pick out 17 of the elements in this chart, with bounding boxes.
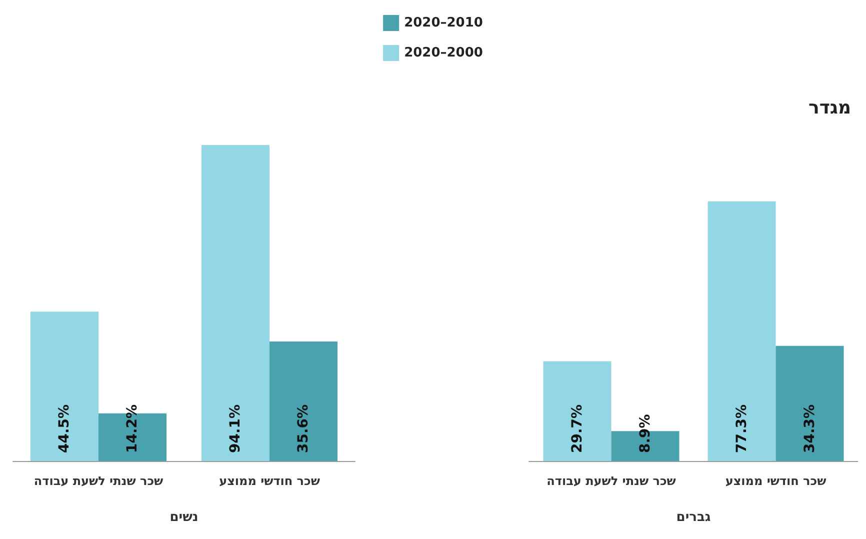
legend-label: 2020–2010 (404, 16, 483, 30)
data-label: 44.5% (56, 404, 72, 453)
text: נשים (170, 510, 198, 525)
data-label: 35.6% (296, 404, 312, 453)
data-label: 94.1% (228, 404, 244, 453)
chart-title: מגדר (808, 98, 852, 118)
data-label: 34.3% (802, 404, 818, 453)
x-tick-label: שכר חודשי ממוצע (725, 474, 826, 488)
x-tick-label: שכר שנתי לשעת עבודה (546, 474, 676, 488)
legend-label: 2020–2000 (404, 46, 483, 60)
data-label: 77.3% (734, 404, 750, 453)
x-tick-label: שכר שנתי לשעת עבודה (34, 474, 164, 488)
text: גברים (676, 510, 711, 525)
data-label: 29.7% (569, 404, 586, 453)
x-tick-label: שכר חודשי ממוצע (219, 474, 320, 488)
data-label: 8.9% (637, 414, 654, 453)
data-label: 14.2% (124, 404, 140, 453)
